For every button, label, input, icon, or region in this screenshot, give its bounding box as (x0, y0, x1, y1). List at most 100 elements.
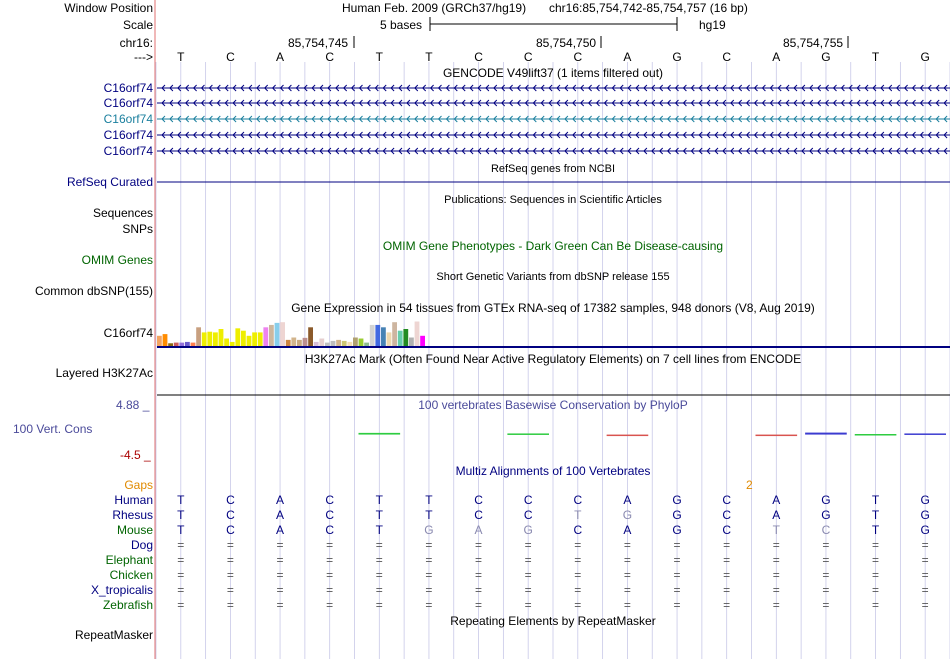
refseq-curated-label[interactable]: RefSeq Curated (66, 175, 153, 189)
strand-chevron (477, 131, 482, 139)
aligned-base: C (722, 523, 732, 537)
aligned-base: A (276, 493, 285, 507)
strand-chevron (493, 115, 498, 123)
strand-chevron (485, 84, 490, 92)
strand-chevron (927, 131, 932, 139)
dbsnp-label[interactable]: Common dbSNP(155) (34, 284, 153, 298)
multiz-track-title[interactable]: Multiz Alignments of 100 Vertebrates (455, 464, 651, 478)
phylop-label[interactable]: 100 Vert. Cons (13, 422, 93, 436)
strand-chevron (240, 147, 245, 155)
aligned-base: = (772, 553, 780, 567)
h3k27ac-track-title[interactable]: H3K27Ac Mark (Often Found Near Active Re… (304, 352, 802, 366)
aligned-base: = (276, 583, 284, 597)
gtex-gene-label[interactable]: C16orf74 (103, 326, 153, 340)
strand-chevron (635, 115, 640, 123)
gencode-gene-label[interactable]: C16orf74 (103, 128, 153, 142)
strand-chevron (342, 84, 348, 92)
species-label[interactable]: Rhesus (112, 508, 153, 522)
species-label[interactable]: Human (114, 493, 153, 507)
strand-chevron (303, 147, 308, 155)
aligned-base: = (177, 583, 185, 597)
strand-chevron (240, 131, 245, 139)
strand-chevron (461, 99, 466, 107)
repeatmasker-track-title[interactable]: Repeating Elements by RepeatMasker (450, 614, 656, 628)
gencode-gene-label[interactable]: C16orf74 (103, 144, 153, 158)
strand-chevron (903, 99, 908, 107)
gtex-bar (313, 341, 319, 346)
strand-chevron (437, 99, 442, 107)
strand-chevron (161, 99, 166, 107)
species-label[interactable]: X_tropicalis (90, 583, 153, 597)
gencode-transcript (157, 147, 950, 155)
strand-chevron (414, 115, 419, 123)
aligned-base: T (177, 523, 185, 537)
strand-chevron (658, 147, 664, 155)
aligned-base: T (177, 508, 185, 522)
gencode-gene-label[interactable]: C16orf74 (103, 96, 153, 110)
strand-chevron (232, 131, 237, 139)
strand-chevron (690, 147, 695, 155)
species-label[interactable]: Chicken (109, 568, 153, 582)
aligned-base: T (375, 523, 383, 537)
strand-chevron (327, 99, 332, 107)
species-label[interactable]: Elephant (105, 553, 153, 567)
omim-genes-label[interactable]: OMIM Genes (81, 253, 153, 267)
gencode-gene-label[interactable]: C16orf74 (103, 112, 153, 126)
strand-chevron (888, 131, 893, 139)
strand-chevron (508, 84, 513, 92)
gtex-track-title[interactable]: Gene Expression in 54 tissues from GTEx … (291, 301, 815, 315)
phylop-track-title[interactable]: 100 vertebrates Basewise Conservation by… (418, 398, 688, 412)
repeatmasker-label[interactable]: RepeatMasker (74, 628, 153, 642)
gtex-bar (168, 343, 173, 346)
strand-chevron (540, 115, 545, 123)
sequences-label[interactable]: Sequences (92, 206, 153, 220)
strand-chevron (532, 99, 537, 107)
strand-chevron (722, 131, 727, 139)
strand-chevron (485, 99, 490, 107)
strand-chevron (856, 99, 861, 107)
snps-label[interactable]: SNPs (122, 222, 153, 236)
strand-chevron (682, 147, 687, 155)
strand-chevron (840, 84, 845, 92)
gtex-bar (179, 342, 185, 346)
strand-chevron (200, 131, 205, 139)
publications-track-title[interactable]: Publications: Sequences in Scientific Ar… (444, 194, 662, 206)
species-label[interactable]: Mouse (116, 523, 153, 537)
gencode-gene-label[interactable]: C16orf74 (103, 81, 153, 95)
strand-chevron (611, 147, 616, 155)
strand-chevron (627, 99, 632, 107)
strand-chevron (295, 84, 300, 92)
strand-chevron (256, 84, 261, 92)
scale-text: 5 bases (380, 18, 423, 32)
gtex-bar (252, 332, 257, 346)
strand-chevron (911, 131, 916, 139)
aligned-base: = (425, 568, 433, 582)
strand-chevron (595, 115, 600, 123)
gtex-bar (381, 327, 386, 346)
gencode-track-title[interactable]: GENCODE V49lift37 (1 items filtered out) (442, 66, 664, 80)
strand-chevron (177, 84, 182, 92)
strand-chevron (184, 147, 190, 155)
dbsnp-track-title[interactable]: Short Genetic Variants from dbSNP releas… (436, 271, 670, 283)
strand-chevron (895, 131, 901, 139)
strand-chevron (816, 99, 822, 107)
strand-chevron (319, 147, 324, 155)
strand-chevron (295, 99, 300, 107)
refseq-track-title[interactable]: RefSeq genes from NCBI (490, 163, 616, 175)
strand-chevron (287, 131, 292, 139)
species-label[interactable]: Zebrafish (102, 598, 153, 612)
strand-chevron (161, 84, 166, 92)
aligned-base: = (673, 583, 681, 597)
strand-chevron (374, 115, 379, 123)
strand-chevron (587, 99, 592, 107)
strand-chevron (516, 131, 521, 139)
species-label[interactable]: Dog (130, 538, 153, 552)
h3k27ac-label[interactable]: Layered H3K27Ac (55, 366, 153, 380)
strand-chevron (500, 131, 506, 139)
strand-chevron (674, 84, 679, 92)
gtex-bar (397, 330, 403, 346)
strand-chevron (872, 84, 877, 92)
aligned-base: = (822, 598, 830, 612)
strand-chevron (698, 147, 703, 155)
omim-track-title[interactable]: OMIM Gene Phenotypes - Dark Green Can Be… (382, 239, 724, 253)
